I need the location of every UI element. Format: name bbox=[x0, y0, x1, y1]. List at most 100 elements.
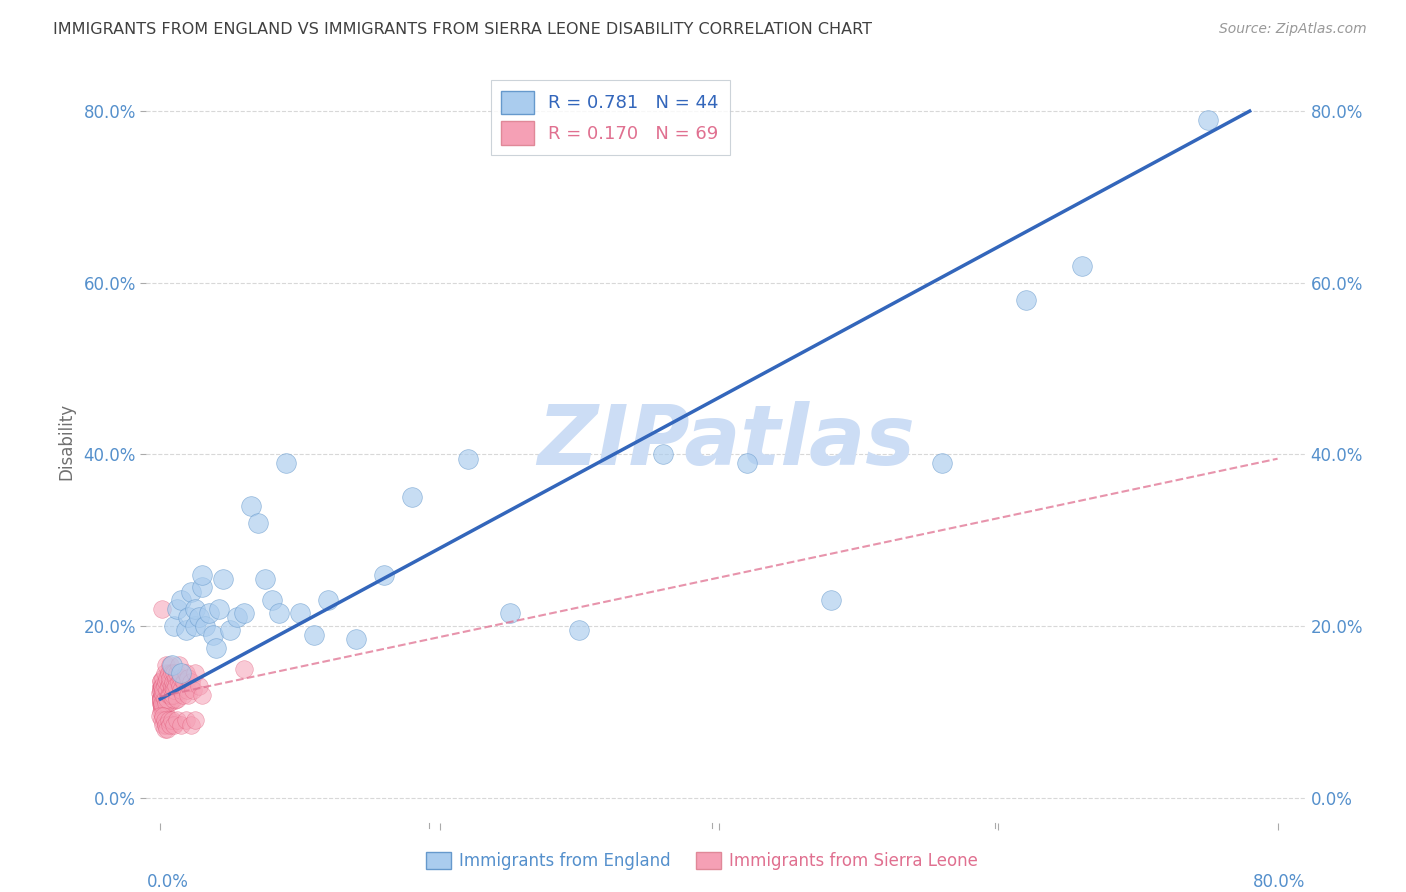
Point bbox=[219, 624, 242, 638]
Point bbox=[155, 690, 177, 705]
Point bbox=[149, 674, 172, 689]
Point bbox=[153, 714, 176, 728]
Point bbox=[188, 679, 211, 693]
Point bbox=[150, 702, 173, 716]
Point bbox=[288, 606, 311, 620]
Point bbox=[170, 593, 193, 607]
Point bbox=[152, 686, 174, 700]
Point bbox=[153, 679, 176, 693]
Point bbox=[156, 683, 179, 698]
Point bbox=[274, 456, 297, 470]
Point bbox=[173, 674, 195, 689]
Point bbox=[240, 499, 263, 513]
Point bbox=[157, 688, 180, 702]
Point bbox=[152, 692, 174, 706]
Point bbox=[156, 697, 179, 711]
Point bbox=[198, 606, 221, 620]
Point bbox=[150, 683, 173, 698]
Point bbox=[159, 674, 181, 689]
Point bbox=[159, 695, 181, 709]
Point bbox=[165, 693, 187, 707]
Point bbox=[153, 722, 176, 736]
Point bbox=[205, 640, 228, 655]
Point bbox=[149, 691, 172, 706]
Point bbox=[735, 456, 758, 470]
Point bbox=[150, 679, 173, 693]
Point bbox=[169, 679, 191, 693]
Text: 0.0%: 0.0% bbox=[146, 872, 188, 890]
Point bbox=[159, 718, 181, 732]
Point bbox=[156, 675, 179, 690]
Point bbox=[165, 679, 187, 693]
Point bbox=[1197, 112, 1219, 127]
Text: Source: ZipAtlas.com: Source: ZipAtlas.com bbox=[1219, 22, 1367, 37]
Point bbox=[269, 606, 291, 620]
Point bbox=[150, 698, 173, 712]
Point bbox=[152, 688, 174, 702]
Point bbox=[177, 671, 200, 685]
Point bbox=[149, 696, 172, 710]
Point bbox=[157, 666, 180, 681]
Point bbox=[156, 722, 179, 736]
Point bbox=[233, 662, 256, 676]
Point bbox=[152, 683, 174, 698]
Point bbox=[149, 686, 172, 700]
Point bbox=[180, 718, 202, 732]
Point bbox=[153, 692, 176, 706]
Point bbox=[163, 716, 186, 731]
Point bbox=[174, 714, 197, 728]
Point bbox=[202, 627, 225, 641]
Point bbox=[150, 679, 173, 693]
Point bbox=[652, 447, 675, 461]
Point bbox=[157, 679, 180, 693]
Point bbox=[262, 593, 284, 607]
Point bbox=[150, 690, 173, 705]
Point bbox=[160, 657, 183, 672]
Point bbox=[457, 451, 479, 466]
Point bbox=[152, 709, 174, 723]
Point bbox=[152, 686, 174, 700]
Point bbox=[150, 689, 173, 703]
Point bbox=[155, 657, 177, 672]
Point bbox=[163, 683, 186, 698]
Point bbox=[150, 680, 173, 694]
Point bbox=[159, 688, 181, 702]
Point bbox=[568, 624, 591, 638]
Legend: Immigrants from England, Immigrants from Sierra Leone: Immigrants from England, Immigrants from… bbox=[419, 846, 984, 877]
Point bbox=[150, 714, 173, 728]
Point bbox=[163, 679, 186, 693]
Point bbox=[172, 688, 194, 702]
Point bbox=[152, 681, 174, 695]
Point bbox=[176, 683, 198, 698]
Point bbox=[163, 666, 186, 681]
Point bbox=[170, 718, 193, 732]
Point bbox=[153, 686, 176, 700]
Point bbox=[1015, 293, 1038, 307]
Text: 80.0%: 80.0% bbox=[1253, 872, 1306, 890]
Point bbox=[180, 674, 202, 689]
Point bbox=[233, 606, 256, 620]
Point bbox=[153, 666, 176, 681]
Point bbox=[155, 689, 177, 703]
Point bbox=[162, 692, 184, 706]
Point bbox=[184, 602, 207, 616]
Point bbox=[152, 710, 174, 724]
Point bbox=[167, 657, 190, 672]
Point bbox=[184, 666, 207, 681]
Point bbox=[150, 680, 173, 694]
Point bbox=[174, 666, 197, 681]
Point bbox=[208, 602, 231, 616]
Point bbox=[159, 671, 181, 685]
Point bbox=[316, 593, 339, 607]
Point bbox=[166, 692, 188, 706]
Point bbox=[155, 696, 177, 710]
Point bbox=[160, 683, 183, 698]
Point bbox=[149, 692, 172, 706]
Point bbox=[152, 695, 174, 709]
Point bbox=[162, 688, 184, 702]
Point bbox=[157, 679, 180, 693]
Point bbox=[191, 581, 214, 595]
Point bbox=[156, 671, 179, 685]
Point bbox=[152, 686, 174, 700]
Point bbox=[373, 567, 395, 582]
